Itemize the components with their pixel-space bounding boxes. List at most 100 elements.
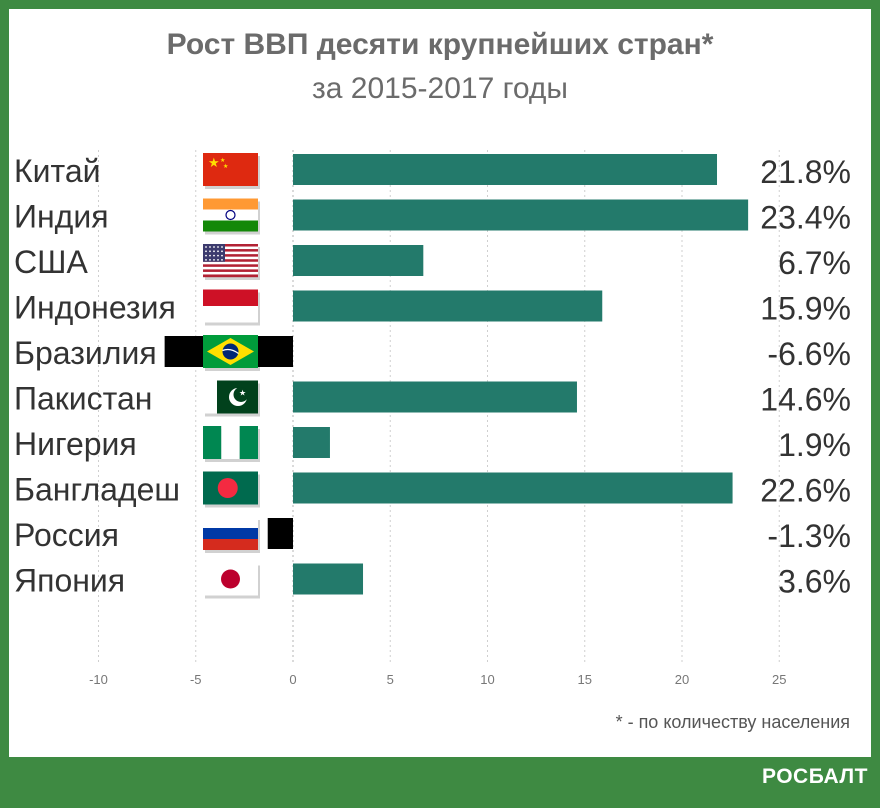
- bar: [293, 199, 749, 231]
- bar: [293, 427, 330, 458]
- value-label: 14.6%: [760, 382, 851, 418]
- flag-star: [209, 254, 211, 257]
- flag-part: [203, 289, 258, 306]
- indonesia-flag-icon: [203, 289, 260, 326]
- flag-star: [217, 246, 219, 248]
- country-label: США: [14, 244, 88, 280]
- brazil-flag-icon: [203, 335, 260, 371]
- flag-part: [203, 539, 258, 550]
- flag-disc: [217, 478, 238, 498]
- flag-star: [209, 250, 211, 253]
- russia-flag-icon: [203, 517, 260, 553]
- country-label: Индонезия: [14, 290, 176, 326]
- flag-star: [205, 250, 207, 253]
- country-label: Пакистан: [14, 381, 152, 417]
- flag-part: [203, 220, 258, 232]
- flag-globe: [222, 343, 239, 360]
- pakistan-flag-icon: ★: [203, 380, 260, 417]
- bar: [293, 290, 603, 322]
- flag-star: [205, 254, 207, 257]
- flag-crescent-cut: [233, 387, 249, 402]
- flag-star: [217, 254, 219, 257]
- usa-flag-icon: [203, 244, 260, 280]
- value-label: -1.3%: [767, 518, 851, 554]
- chart-subtitle: за 2015-2017 годы: [312, 72, 568, 105]
- x-tick-label: 20: [675, 672, 689, 687]
- flag-star: ★: [223, 163, 228, 170]
- flag-star: [209, 246, 211, 248]
- flag-stripe: [203, 261, 258, 265]
- value-label: -6.6%: [767, 336, 851, 372]
- flag-disc: [221, 569, 240, 589]
- bar: [293, 154, 718, 185]
- value-label: 6.7%: [778, 245, 851, 281]
- value-label: 1.9%: [778, 427, 851, 463]
- brand-logo-text: РОСБАЛТ: [761, 765, 868, 788]
- flag-star: [221, 259, 223, 261]
- china-flag-icon: ★ ★★: [203, 153, 260, 189]
- x-tick-label: 25: [772, 672, 786, 687]
- flag-star: [213, 259, 215, 261]
- value-label: 3.6%: [778, 564, 851, 600]
- flag-star: ★: [239, 389, 246, 398]
- flag-star: [209, 259, 211, 261]
- flag-part: [221, 426, 240, 459]
- flag-part: [203, 306, 258, 323]
- x-tick-label: 0: [289, 672, 296, 687]
- flag-stripe: [203, 259, 258, 262]
- flag-stripe: [203, 251, 258, 255]
- flag-star: [205, 259, 207, 261]
- bar: [267, 518, 293, 549]
- country-label: Россия: [14, 517, 119, 553]
- flag-stripe: [203, 249, 258, 252]
- flag-star: [221, 246, 223, 248]
- bar: [293, 563, 364, 595]
- country-label: Нигерия: [14, 426, 137, 462]
- x-tick-label: 10: [480, 672, 494, 687]
- x-tick-label: -5: [190, 672, 202, 687]
- flag-part: [203, 198, 258, 210]
- flag-stripe: [203, 244, 258, 247]
- flag-wheel: [225, 209, 236, 221]
- nigeria-flag-icon: [203, 426, 260, 462]
- flag-star: [221, 250, 223, 253]
- x-tick-label: 5: [387, 672, 394, 687]
- flag-part: [203, 528, 258, 539]
- flag-stripe: [203, 269, 258, 273]
- flag-part: [203, 426, 222, 459]
- bar: [293, 245, 424, 276]
- flag-stripe: [203, 274, 258, 278]
- flag-stripe: [203, 266, 258, 270]
- bar: [293, 381, 577, 413]
- country-label: Бразилия: [14, 335, 157, 371]
- flag-star: [213, 250, 215, 253]
- value-label: 22.6%: [760, 473, 851, 509]
- x-tick-label: 15: [578, 672, 592, 687]
- japan-flag-icon: [203, 562, 260, 599]
- flag-star: ★: [220, 157, 225, 164]
- flag-part: [203, 380, 217, 414]
- bar: [293, 472, 733, 504]
- country-label: Япония: [14, 563, 125, 599]
- flag-star: ★: [208, 155, 220, 170]
- flag-star: [213, 254, 215, 257]
- flag-star: [217, 250, 219, 253]
- india-flag-icon: [203, 198, 260, 235]
- flag-stripe: [203, 256, 258, 260]
- value-label: 21.8%: [760, 154, 851, 190]
- flag-part: [203, 209, 258, 221]
- footnote: * - по количеству населения: [615, 712, 850, 732]
- country-label: Индия: [14, 199, 109, 235]
- flag-part: [239, 426, 258, 459]
- flag-part: [203, 517, 258, 528]
- flag-band: [222, 348, 239, 355]
- chart-title: Рост ВВП десяти крупнейших стран*: [166, 28, 714, 61]
- x-tick-label: -10: [89, 672, 108, 687]
- flag-part: [203, 153, 258, 186]
- flag-stripe: [203, 271, 258, 275]
- flag-canton: [203, 244, 225, 262]
- flag-stripe: [203, 254, 258, 257]
- flag-star: [213, 246, 215, 248]
- country-label: Китай: [14, 153, 100, 189]
